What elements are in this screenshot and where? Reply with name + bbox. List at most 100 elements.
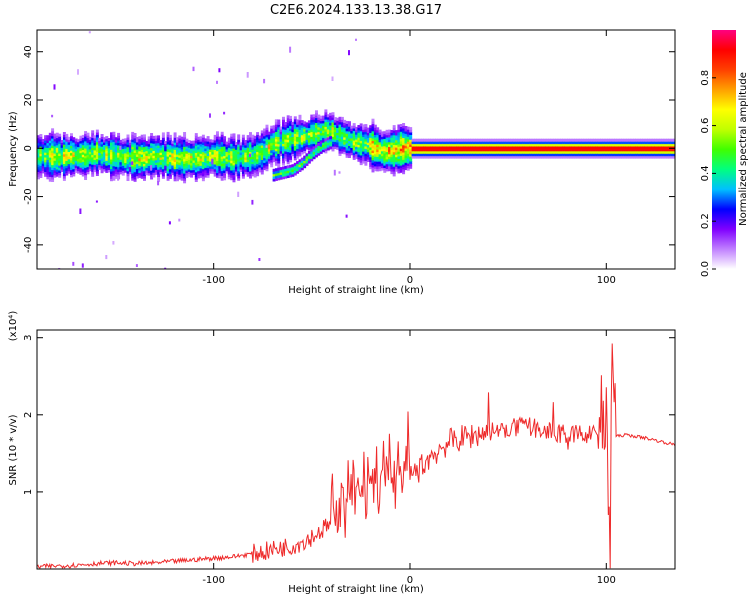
- heatmap-branch-cell: [293, 165, 297, 169]
- heatmap-cell: [425, 148, 429, 152]
- heatmap-cell: [88, 163, 92, 167]
- heatmap-cell: [140, 161, 144, 165]
- heatmap-cell: [362, 143, 366, 147]
- heatmap-noise-cell: [117, 176, 120, 181]
- heatmap-cell: [310, 138, 314, 142]
- heatmap-cell: [449, 145, 453, 149]
- heatmap-cell: [432, 150, 436, 154]
- heatmap-cell: [98, 162, 102, 166]
- heatmap-cell: [126, 136, 130, 140]
- heatmap-cell: [435, 141, 439, 145]
- heatmap-cell: [260, 166, 264, 170]
- heatmap-cell: [512, 155, 516, 159]
- heatmap-cell: [270, 133, 274, 137]
- heatmap-branch-cell: [298, 164, 302, 168]
- heatmap-cell: [322, 130, 325, 134]
- heatmap-branch-cell: [319, 146, 323, 150]
- heatmap-cell: [157, 135, 161, 139]
- heatmap-cell: [451, 150, 455, 154]
- heatmap-cell: [633, 148, 636, 152]
- heatmap-cell: [267, 141, 271, 145]
- heatmap-cell: [388, 158, 391, 162]
- heatmap-cell: [385, 149, 389, 153]
- heatmap-cell: [350, 140, 354, 144]
- heatmap-cell: [60, 156, 64, 160]
- heatmap-cell: [171, 167, 175, 171]
- heatmap-cell: [39, 167, 43, 171]
- heatmap-cell: [253, 164, 257, 168]
- heatmap-cell: [58, 133, 62, 137]
- heatmap-cell: [421, 138, 424, 142]
- heatmap-cell: [112, 168, 116, 172]
- heatmap-cell: [496, 155, 500, 159]
- heatmap-cell: [355, 141, 358, 145]
- heatmap-cell: [138, 165, 142, 169]
- heatmap-cell: [345, 152, 349, 156]
- heatmap-cell: [348, 152, 351, 156]
- heatmap-cell: [515, 143, 519, 147]
- heatmap-cell: [230, 150, 234, 154]
- heatmap-cell: [324, 131, 328, 135]
- heatmap-cell: [503, 155, 507, 159]
- heatmap-cell: [661, 150, 665, 154]
- heatmap-cell: [519, 141, 523, 145]
- heatmap-cell: [541, 145, 545, 149]
- heatmap-cell: [183, 160, 187, 164]
- heatmap-cell: [439, 150, 443, 154]
- heatmap-cell: [272, 137, 276, 141]
- heatmap-x-label: Height of straight line (km): [288, 285, 424, 296]
- heatmap-cell: [392, 146, 396, 150]
- heatmap-cell: [614, 150, 618, 154]
- heatmap-cell: [468, 145, 472, 149]
- heatmap-cell: [279, 136, 283, 140]
- heatmap-cell: [199, 158, 203, 162]
- heatmap-cell: [260, 135, 264, 139]
- heatmap-cell: [67, 151, 71, 155]
- heatmap-cell: [220, 158, 224, 162]
- heatmap-cell: [536, 150, 540, 154]
- heatmap-cell: [517, 155, 521, 159]
- heatmap-cell: [668, 155, 672, 159]
- heatmap-cell: [484, 138, 488, 142]
- heatmap-cell: [190, 162, 194, 166]
- heatmap-cell: [312, 143, 316, 147]
- heatmap-cell: [105, 143, 109, 147]
- heatmap-cell: [458, 155, 462, 159]
- heatmap-cell: [597, 143, 601, 147]
- heatmap-cell: [51, 140, 55, 144]
- heatmap-cell: [81, 151, 85, 155]
- heatmap-cell: [425, 155, 429, 159]
- heatmap-cell: [343, 136, 347, 140]
- heatmap-cell: [373, 163, 377, 167]
- heatmap-cell: [187, 152, 191, 156]
- heatmap-cell: [392, 134, 396, 138]
- heatmap-cell: [249, 168, 252, 172]
- heatmap-cell: [199, 138, 203, 142]
- heatmap-cell: [176, 151, 179, 155]
- heatmap-cell: [614, 141, 618, 145]
- heatmap-cell: [152, 135, 156, 139]
- heatmap-cell: [67, 158, 71, 162]
- heatmap-cell: [583, 143, 587, 147]
- heatmap-cell: [291, 124, 295, 128]
- heatmap-cell: [105, 167, 109, 171]
- heatmap-cell: [218, 148, 222, 152]
- heatmap-cell: [560, 145, 563, 149]
- heatmap-cell: [609, 153, 613, 157]
- heatmap-cell: [355, 126, 358, 130]
- heatmap-cell: [489, 143, 493, 147]
- heatmap-branch-cell: [274, 173, 278, 177]
- heatmap-cell: [121, 150, 125, 154]
- heatmap-cell: [138, 150, 142, 154]
- heatmap-cell: [446, 148, 450, 152]
- heatmap-cell: [107, 167, 111, 171]
- heatmap-cell: [461, 145, 464, 149]
- heatmap-cell: [260, 144, 264, 148]
- heatmap-cell: [296, 155, 300, 159]
- heatmap-cell: [206, 143, 210, 147]
- heatmap-cell: [119, 142, 123, 146]
- heatmap-cell: [48, 149, 52, 153]
- heatmap-cell: [364, 157, 368, 161]
- heatmap-cell: [213, 139, 217, 143]
- heatmap-cell: [578, 150, 582, 154]
